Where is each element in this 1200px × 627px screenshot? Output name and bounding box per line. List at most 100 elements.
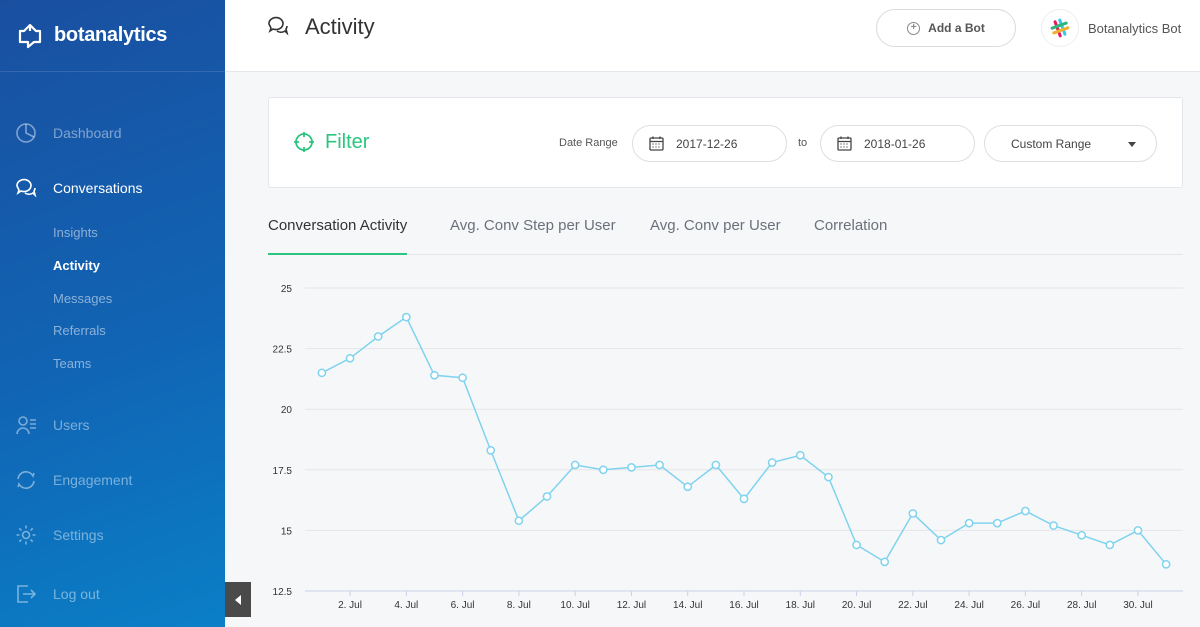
data-point[interactable]	[739, 494, 749, 504]
x-tick-label: 22. Jul	[898, 600, 927, 611]
data-point[interactable]	[683, 482, 693, 492]
data-point[interactable]	[598, 465, 608, 475]
data-point[interactable]	[345, 353, 355, 363]
data-point[interactable]	[1049, 521, 1058, 530]
data-point[interactable]	[542, 492, 552, 501]
y-axis: 25 22.5 20 17.5 15 12.5	[273, 284, 293, 598]
filter-card: Filter Date Range 2017-12-26 to 2018-01-…	[268, 97, 1183, 188]
sidebar-subitem-teams[interactable]: Teams	[53, 356, 92, 371]
tab-correlation[interactable]: Correlation	[814, 217, 888, 234]
sidebar-item-dashboard[interactable]: Dashboard	[0, 118, 225, 148]
data-point[interactable]	[655, 460, 664, 470]
sidebar-item-label: Engagement	[53, 472, 133, 488]
sidebar-subitem-activity[interactable]: Activity	[53, 258, 100, 273]
data-point[interactable]	[1021, 506, 1030, 516]
sidebar-subitem-messages[interactable]: Messages	[53, 291, 113, 306]
data-point[interactable]	[936, 535, 946, 545]
data-point[interactable]	[401, 312, 411, 322]
sidebar-item-users[interactable]: Users	[0, 410, 225, 440]
y-tick-label: 20	[281, 405, 293, 416]
data-point[interactable]	[1077, 530, 1087, 540]
y-tick-label: 17.5	[273, 466, 293, 477]
data-point[interactable]	[627, 463, 636, 472]
data-point[interactable]	[486, 446, 496, 455]
x-tick-label: 8. Jul	[507, 600, 531, 611]
data-point[interactable]	[1105, 540, 1115, 550]
sidebar-item-engagement[interactable]: Engagement	[0, 465, 225, 495]
data-point[interactable]	[795, 450, 805, 460]
calendar-icon	[837, 136, 852, 151]
x-tick-label: 14. Jul	[673, 600, 702, 611]
sidebar-item-logout[interactable]: Log out	[0, 579, 225, 609]
header: Activity + Add a Bot Botanalytics Bot	[225, 0, 1200, 72]
sidebar-item-label: Settings	[53, 527, 104, 543]
x-tick-label: 18. Jul	[786, 600, 815, 611]
data-point[interactable]	[317, 368, 327, 378]
logout-icon	[14, 582, 38, 606]
series-points	[317, 312, 1171, 569]
x-tick-label: 10. Jul	[560, 600, 589, 611]
y-tick-label: 15	[281, 526, 293, 537]
brand[interactable]: botanalytics	[0, 0, 225, 72]
data-point[interactable]	[1161, 559, 1171, 569]
sidebar-item-settings[interactable]: Settings	[0, 520, 225, 550]
chat-bubbles-icon	[268, 16, 289, 36]
data-point[interactable]	[430, 370, 439, 380]
sidebar-item-label: Log out	[53, 586, 100, 602]
x-tick-label: 20. Jul	[842, 600, 871, 611]
tab-avg-conv-step-per-user[interactable]: Avg. Conv Step per User	[450, 217, 616, 234]
series-line	[321, 315, 1167, 565]
tab-conversation-activity[interactable]: Conversation Activity	[268, 217, 408, 255]
x-tick-label: 2. Jul	[338, 600, 362, 611]
x-tick-label: 30. Jul	[1123, 600, 1152, 611]
data-point[interactable]	[373, 332, 383, 341]
data-point[interactable]	[880, 557, 890, 567]
data-point[interactable]	[852, 540, 861, 550]
data-point[interactable]	[458, 373, 467, 383]
chevron-down-icon	[1128, 142, 1136, 147]
y-tick-label: 22.5	[273, 345, 293, 356]
brand-logo-icon	[18, 23, 42, 48]
tab-avg-conv-per-user[interactable]: Avg. Conv per User	[650, 217, 781, 234]
add-bot-button[interactable]: + Add a Bot	[876, 9, 1016, 47]
bot-name[interactable]: Botanalytics Bot	[1088, 21, 1182, 36]
sidebar-subitem-referrals[interactable]: Referrals	[53, 323, 106, 338]
data-point[interactable]	[992, 518, 1002, 528]
data-point[interactable]	[767, 458, 777, 467]
users-icon	[14, 413, 38, 437]
data-point[interactable]	[1133, 526, 1143, 535]
refresh-icon	[14, 468, 38, 492]
sidebar: botanalytics Dashboard Conversations Ins…	[0, 0, 225, 627]
page-title: Activity	[305, 14, 375, 39]
x-tick-label: 28. Jul	[1067, 600, 1096, 611]
range-select[interactable]: Custom Range	[984, 125, 1157, 162]
to-label: to	[798, 137, 808, 149]
x-tick-label: 12. Jul	[617, 600, 646, 611]
end-date-input[interactable]: 2018-01-26	[820, 125, 975, 162]
sidebar-subitem-insights[interactable]: Insights	[53, 225, 98, 240]
chart-tabs: Conversation Activity Avg. Conv Step per…	[268, 210, 1183, 255]
chart-grid	[305, 287, 1183, 592]
brand-name: botanalytics	[54, 24, 168, 46]
chat-bubbles-icon	[14, 176, 38, 200]
avatar[interactable]	[1042, 10, 1078, 46]
data-point[interactable]	[514, 516, 524, 526]
data-point[interactable]	[908, 509, 918, 518]
filter-title: Filter	[325, 131, 370, 153]
crosshair-icon	[294, 132, 314, 152]
data-point[interactable]	[570, 460, 580, 470]
data-point[interactable]	[711, 460, 721, 470]
gear-icon	[14, 523, 38, 547]
sidebar-collapse-button[interactable]	[225, 582, 251, 617]
sidebar-item-conversations[interactable]: Conversations	[0, 173, 225, 203]
data-point[interactable]	[824, 472, 833, 482]
data-point[interactable]	[964, 518, 974, 528]
sidebar-item-label: Dashboard	[53, 125, 122, 141]
caret-left-icon	[235, 594, 241, 605]
plus-circle-icon: +	[907, 21, 921, 35]
start-date-value: 2017-12-26	[676, 136, 738, 151]
activity-line-chart: 25 22.5 20 17.5 15 12.5 2. Jul 4. Jul 6. Jul 8. …	[273, 284, 1183, 611]
start-date-input[interactable]: 2017-12-26	[632, 125, 787, 162]
range-select-value: Custom Range	[1011, 136, 1092, 151]
pie-chart-icon	[14, 121, 38, 145]
